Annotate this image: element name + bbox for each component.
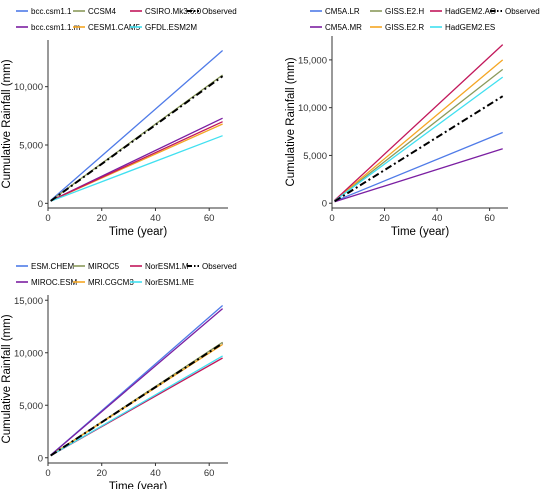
legend-entry: NorESM1.ME <box>145 278 194 287</box>
series-line-giss-e2-h <box>334 68 504 202</box>
legend-entry: Observed <box>202 262 237 271</box>
x-tick-label: 40 <box>150 468 161 479</box>
legend-entry: bcc.csm1.1.m <box>31 23 81 32</box>
y-tick-label: 10,000 <box>14 82 43 93</box>
chart-panel-3: 0 5,000 10,000 15,000 0 20 40 60 Time (year) Cumu… <box>1 262 237 489</box>
y-tick-label: 15,000 <box>14 296 43 307</box>
x-tick-label: 20 <box>96 213 107 224</box>
y-tick-label: 5,000 <box>19 401 43 412</box>
legend-entry: NorESM1.M <box>145 262 189 271</box>
series-line-miroc-esm <box>50 308 224 456</box>
y-tick-label: 5,000 <box>303 151 327 162</box>
x-tick-label: 0 <box>45 213 50 224</box>
x-tick-label: 40 <box>432 213 443 224</box>
series-line-hadgem2-ao <box>334 44 504 201</box>
series-line-giss-e2-r <box>334 59 504 201</box>
legend-entry: GISS.E2.R <box>385 23 424 32</box>
x-tick-label: 20 <box>96 468 107 479</box>
x-tick-label: 0 <box>45 468 50 479</box>
series-line-hadgem2-es <box>334 76 504 202</box>
chart-panel-1: 0 5,000 10,000 0 20 40 60 Time (year) Cumulative… <box>1 7 237 238</box>
series-line-observed <box>334 95 504 203</box>
y-axis-label: Cumulative Rainfall (mm) <box>1 59 13 188</box>
x-tick-label: 60 <box>204 213 215 224</box>
x-axis-label: Time (year) <box>109 481 168 489</box>
series-line-bcc-csm1-1 <box>50 50 224 201</box>
y-tick-label: 10,000 <box>298 103 327 114</box>
legend-entry: GISS.E2.H <box>385 7 424 16</box>
legend-entry: GFDL.ESM2M <box>145 23 197 32</box>
legend-entry: HadGEM2.ES <box>445 23 495 32</box>
y-tick-label: 0 <box>38 199 43 210</box>
x-tick-label: 20 <box>379 213 390 224</box>
y-tick-label: 5,000 <box>19 141 43 152</box>
legend-entry: MRI.CGCM3 <box>88 278 134 287</box>
y-axis-label: Cumulative Rainfall (mm) <box>1 314 13 443</box>
series-line-gfdl-esm2m <box>50 135 223 202</box>
legend-entry: CM5A.MR <box>325 23 362 32</box>
series-line-observed <box>50 342 224 457</box>
series-line-cm5a-lr <box>334 131 503 202</box>
series-line-csiro-mk3-6-0 <box>50 121 223 202</box>
legend-entry: ESM.CHEM <box>31 262 74 271</box>
x-tick-label: 0 <box>329 213 334 224</box>
legend-entry: CSIRO.Mk3.6.0 <box>145 7 202 16</box>
series-line-observed <box>50 75 224 202</box>
y-tick-label: 0 <box>38 453 43 464</box>
legend-entry: MIROC5 <box>88 262 120 271</box>
legend-entry: MIROC.ESM <box>31 278 78 287</box>
legend-entry: CESM1.CAM5 <box>88 23 141 32</box>
y-tick-label: 10,000 <box>14 348 43 359</box>
x-tick-label: 60 <box>204 468 215 479</box>
series-line-cm5a-mr <box>334 148 503 203</box>
y-tick-label: 15,000 <box>298 55 327 66</box>
legend-entry: HadGEM2.AO <box>445 7 496 16</box>
x-axis-label: Time (year) <box>391 226 450 238</box>
legend: ESM.CHEM MIROC.ESM MIROC5 MRI.CGCM3 NorESM1.… <box>16 262 237 287</box>
legend-entry: CM5A.LR <box>325 7 360 16</box>
legend-entry: Observed <box>202 7 237 16</box>
legend: CM5A.LR CM5A.MR GISS.E2.H GISS.E2.R HadGEM2.… <box>310 7 540 32</box>
chart-panel-2: 0 5,000 10,000 15,000 0 20 40 60 Time (year) Cumu… <box>285 7 540 238</box>
legend-entry: bcc.csm1.1 <box>31 7 72 16</box>
x-tick-label: 40 <box>150 213 161 224</box>
legend: bcc.csm1.1 bcc.csm1.1.m CCSM4 CESM1.CAM5 CSI… <box>16 7 237 32</box>
y-tick-label: 0 <box>322 199 327 210</box>
x-axis-label: Time (year) <box>109 226 168 238</box>
x-tick-label: 60 <box>484 213 495 224</box>
y-axis-label: Cumulative Rainfall (mm) <box>285 57 297 186</box>
series-line-noresm1-me <box>50 355 223 457</box>
legend-entry: CCSM4 <box>88 7 117 16</box>
legend-entry: Observed <box>505 7 540 16</box>
